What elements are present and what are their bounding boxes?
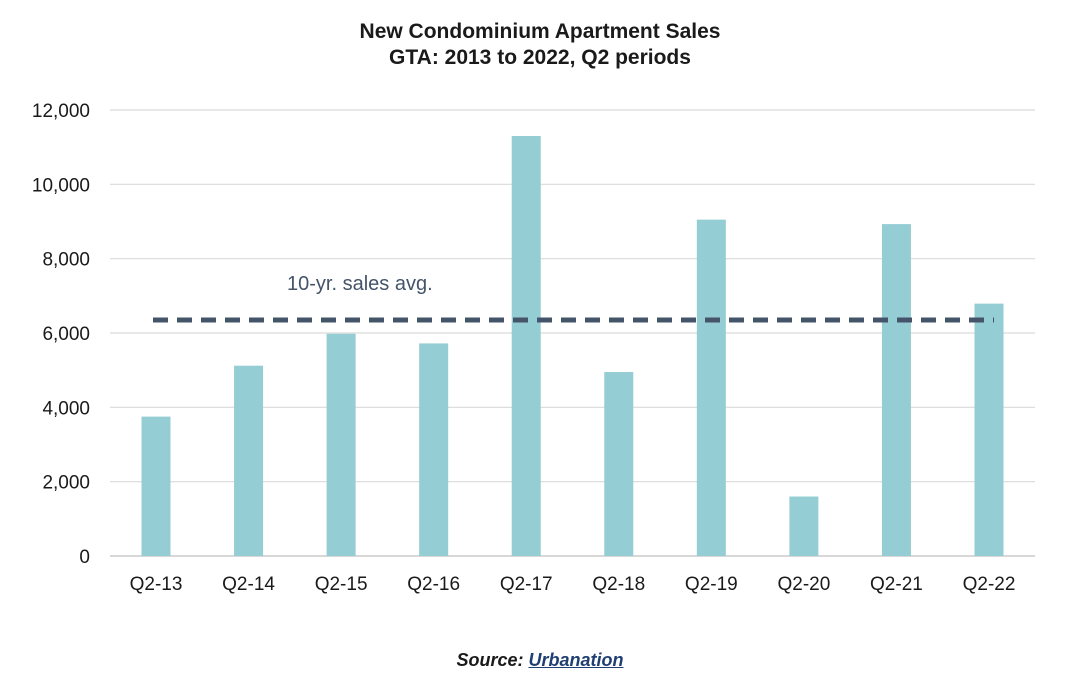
bar xyxy=(511,136,541,556)
chart-title: New Condominium Apartment Sales xyxy=(359,20,721,43)
x-tick-label: Q2-19 xyxy=(685,574,738,595)
reference-line-group: 10-yr. sales avg. xyxy=(153,273,994,323)
bar xyxy=(419,343,449,556)
x-axis-tick-labels: Q2-13 Q2-14 Q2-15 Q2-16 Q2-17 Q2-18 Q2-19 Q2-20… xyxy=(130,574,1016,595)
x-tick-label: Q2-15 xyxy=(315,574,368,595)
bar xyxy=(789,496,819,556)
y-tick-label: 4,000 xyxy=(42,398,90,419)
x-tick-label: Q2-14 xyxy=(222,574,275,595)
bar xyxy=(696,219,726,556)
x-tick-label: Q2-17 xyxy=(500,574,553,595)
x-tick-label: Q2-20 xyxy=(777,574,830,595)
x-tick-label: Q2-13 xyxy=(130,574,183,595)
y-axis-tick-labels: 0 2,000 4,000 6,000 8,000 10,000 12,000 xyxy=(32,101,90,568)
y-tick-label: 6,000 xyxy=(42,324,90,345)
grid-layer xyxy=(110,109,1035,557)
source-note: Source: Urbanation xyxy=(0,650,1080,671)
source-link[interactable]: Urbanation xyxy=(528,650,624,670)
x-tick-label: Q2-22 xyxy=(963,574,1016,595)
y-tick-label: 0 xyxy=(79,547,90,568)
source-prefix: Source: xyxy=(456,650,529,670)
bar-series xyxy=(141,136,1004,556)
bar xyxy=(604,372,634,556)
x-tick-label: Q2-21 xyxy=(870,574,923,595)
y-tick-label: 10,000 xyxy=(32,175,90,196)
chart-subtitle: GTA: 2013 to 2022, Q2 periods xyxy=(389,46,691,69)
x-tick-label: Q2-16 xyxy=(407,574,460,595)
bar xyxy=(881,224,911,556)
reference-line-label: 10-yr. sales avg. xyxy=(287,273,433,295)
bar xyxy=(234,365,264,556)
y-tick-label: 8,000 xyxy=(42,250,90,271)
y-tick-label: 12,000 xyxy=(32,101,90,122)
bar xyxy=(326,333,356,556)
x-tick-label: Q2-18 xyxy=(592,574,645,595)
bar xyxy=(141,416,171,556)
bar xyxy=(974,303,1004,556)
y-tick-label: 2,000 xyxy=(42,473,90,494)
